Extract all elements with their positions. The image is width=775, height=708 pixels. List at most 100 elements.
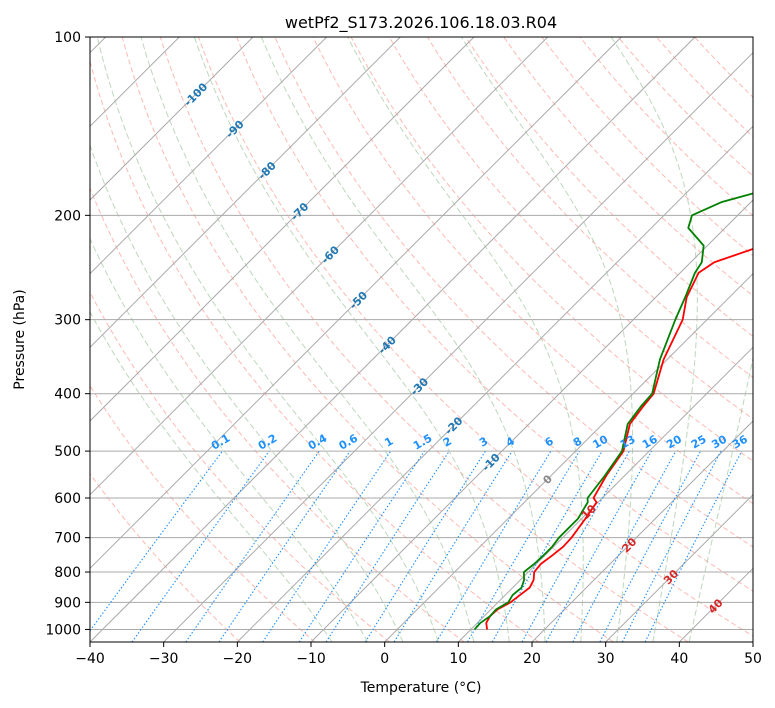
isotherm-line <box>531 420 753 642</box>
dry-adiabat-line <box>426 37 753 378</box>
isotherm-line <box>90 37 401 349</box>
dry-adiabat-line <box>388 37 753 420</box>
plot-frame <box>89 36 754 643</box>
moist-adiabat-line <box>90 237 369 642</box>
mixing-ratio-label: 10 <box>591 432 611 451</box>
y-tick-label: 300 <box>54 313 81 329</box>
mixing-ratio-line <box>521 450 630 642</box>
mixing-ratio-label: 16 <box>640 432 660 451</box>
isotherm-line <box>605 493 753 642</box>
isotherm-label: -50 <box>347 289 370 312</box>
mixing-ratio-label: 6 <box>543 434 556 449</box>
mixing-ratio-line <box>364 450 486 642</box>
dry-adiabat-line <box>198 37 753 637</box>
mixing-ratio-label: 20 <box>664 432 684 451</box>
mixing-ratio-label: 3 <box>477 435 490 450</box>
isotherm-line <box>310 199 753 642</box>
x-tick-label: −40 <box>75 651 105 667</box>
isotherm-label: -100 <box>182 80 211 109</box>
mixing-ratio-line <box>545 450 653 642</box>
y-tick-label: 800 <box>54 565 81 581</box>
isotherm-line <box>236 125 753 642</box>
isotherm-line <box>90 37 622 570</box>
mixing-ratio-line <box>393 450 513 642</box>
profile-series <box>473 192 753 631</box>
mixing-ratio-line <box>218 450 351 642</box>
mixing-ratio-label: 8 <box>571 435 584 450</box>
isotherm-line <box>752 641 753 642</box>
isotherm-label: -30 <box>408 375 431 398</box>
moist-adiabat-line <box>140 37 475 642</box>
moist-adiabat-line <box>688 355 753 642</box>
x-tick-label: 10 <box>449 651 467 667</box>
dry-adiabat-line <box>121 37 614 642</box>
dry-adiabat-line <box>90 186 465 642</box>
moist-adiabat-line <box>347 37 584 642</box>
y-tick-label: 700 <box>54 531 81 547</box>
isotherm-line <box>90 37 328 275</box>
isotherm-label: 30 <box>661 567 681 587</box>
dry-adiabat-line <box>503 37 753 297</box>
mixing-ratio-label: 25 <box>689 433 709 452</box>
dry-adiabat-line <box>541 37 753 257</box>
x-tick-label: 40 <box>670 651 688 667</box>
dry-adiabat-line <box>90 384 316 642</box>
mixing-ratio-line <box>298 450 425 642</box>
x-axis-title: Temperature (°C) <box>360 680 482 696</box>
dry-adiabat-line <box>274 37 753 548</box>
mixing-ratio-label: 13 <box>618 433 638 452</box>
dry-adiabat-line <box>236 37 753 592</box>
dry-adiabat-line <box>312 37 753 505</box>
isotherm-label: 40 <box>706 596 726 616</box>
y-axis-title: Pressure (hPa) <box>12 289 28 389</box>
dry-adiabat-line <box>90 291 390 642</box>
dry-adiabat-line <box>90 472 241 642</box>
mixing-ratio-line <box>644 450 743 642</box>
isotherm-line <box>90 37 475 422</box>
mixing-ratio-line <box>325 450 450 642</box>
isotherm-line <box>90 37 549 496</box>
axes: −40 −30 −20 −10 0 10 20 30 40 5010020030040050060… <box>45 30 762 667</box>
y-tick-label: 500 <box>54 444 81 460</box>
x-tick-label: −10 <box>296 651 326 667</box>
mixing-ratio-line <box>572 450 677 642</box>
dry-adiabat-line <box>694 37 753 98</box>
mixing-ratio-line <box>599 450 702 642</box>
isotherm-line <box>90 37 696 642</box>
x-tick-label: 0 <box>380 651 389 667</box>
mixing-ratio-line <box>131 450 270 642</box>
y-tick-label: 200 <box>54 208 81 224</box>
temperature-profile-line <box>485 247 753 630</box>
mixing-ratio-label: 0.1 <box>209 432 232 453</box>
isotherm-line <box>384 272 753 642</box>
moist-adiabat-line <box>96 37 439 642</box>
dry-adiabat-line <box>159 37 689 642</box>
isotherm-line <box>163 51 753 642</box>
y-tick-label: 100 <box>54 30 81 46</box>
chart-title: wetPf2_S173.2026.106.18.03.R04 <box>285 13 557 33</box>
moist-adiabat-line <box>460 37 634 642</box>
moist-adiabat-line <box>260 37 546 642</box>
isotherm-line <box>90 37 254 201</box>
y-tick-label: 600 <box>54 491 81 507</box>
x-tick-label: −30 <box>149 651 179 667</box>
mixing-ratio-line <box>621 450 722 642</box>
y-tick-label: 1000 <box>45 622 81 638</box>
isotherm-line <box>678 567 753 642</box>
mixing-ratio-line <box>90 450 223 632</box>
mixing-ratio-label: 1.5 <box>411 432 434 453</box>
isotherm-line <box>457 346 753 642</box>
moist-adiabat-line <box>90 143 404 642</box>
mixing-ratio-line <box>435 450 552 642</box>
moist-adiabat-line <box>90 310 333 642</box>
mixing-ratio-label: 1 <box>382 435 395 450</box>
mixing-ratio-label: 0.4 <box>306 431 330 452</box>
mixing-ratio-label: 30 <box>709 432 729 451</box>
y-tick-label: 400 <box>54 387 81 403</box>
mixing-ratio-line <box>185 450 320 642</box>
x-tick-label: 20 <box>523 651 541 667</box>
mixing-ratio-line <box>262 450 392 642</box>
grid-lines <box>90 37 753 642</box>
y-tick-label: 900 <box>54 595 81 611</box>
